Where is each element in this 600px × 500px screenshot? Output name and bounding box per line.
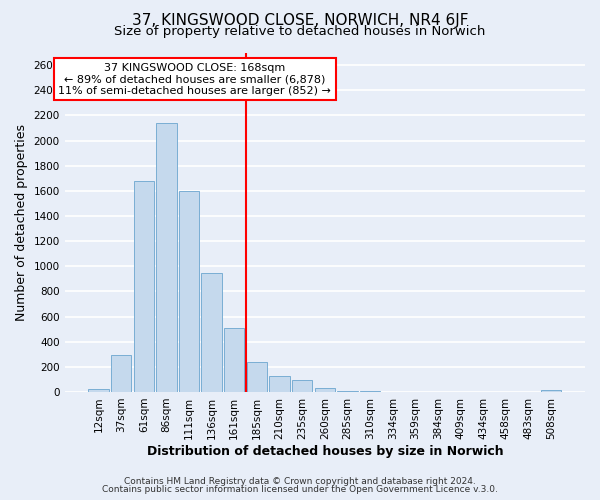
Bar — [134, 182, 154, 392]
Text: 37 KINGSWOOD CLOSE: 168sqm
← 89% of detached houses are smaller (6,878)
11% of s: 37 KINGSWOOD CLOSE: 168sqm ← 89% of deta… — [58, 62, 331, 96]
Bar — [224, 328, 244, 392]
Bar — [541, 390, 562, 392]
Bar — [179, 191, 199, 392]
Text: 37, KINGSWOOD CLOSE, NORWICH, NR4 6JF: 37, KINGSWOOD CLOSE, NORWICH, NR4 6JF — [132, 12, 468, 28]
Bar — [314, 388, 335, 392]
Bar — [111, 355, 131, 392]
Bar — [269, 376, 290, 392]
Bar — [88, 390, 109, 392]
Bar — [247, 362, 267, 392]
Text: Size of property relative to detached houses in Norwich: Size of property relative to detached ho… — [115, 25, 485, 38]
Y-axis label: Number of detached properties: Number of detached properties — [15, 124, 28, 320]
Text: Contains public sector information licensed under the Open Government Licence v.: Contains public sector information licen… — [102, 484, 498, 494]
Bar — [156, 123, 176, 392]
Text: Contains HM Land Registry data © Crown copyright and database right 2024.: Contains HM Land Registry data © Crown c… — [124, 477, 476, 486]
Bar — [202, 272, 222, 392]
X-axis label: Distribution of detached houses by size in Norwich: Distribution of detached houses by size … — [146, 444, 503, 458]
Bar — [337, 390, 358, 392]
Bar — [292, 380, 313, 392]
